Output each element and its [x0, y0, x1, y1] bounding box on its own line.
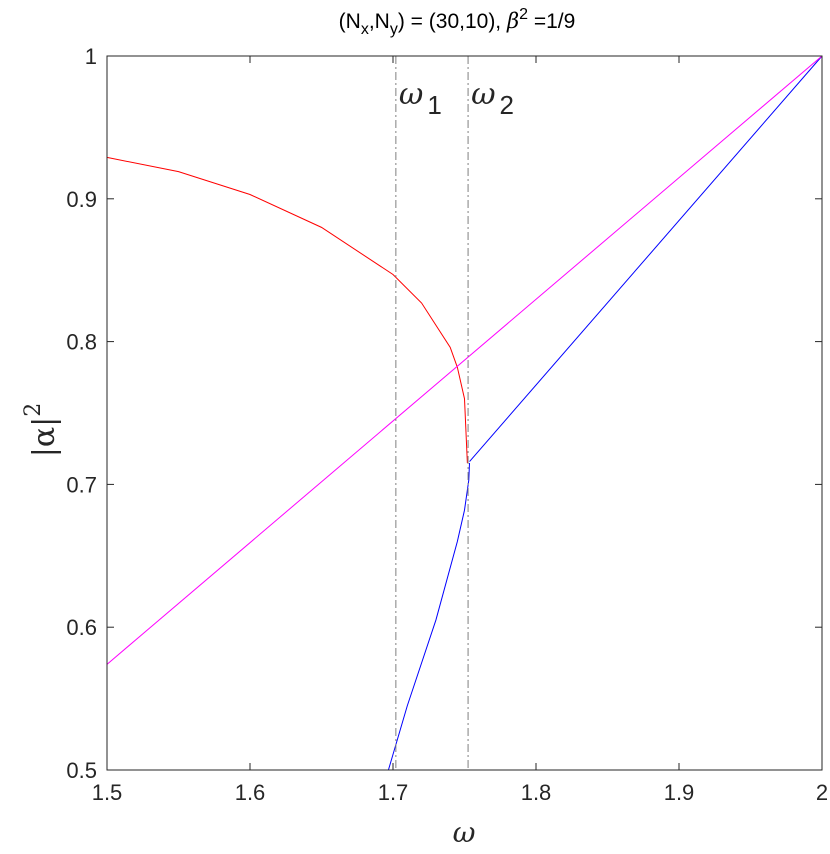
y-tick-label: 0.7 — [66, 472, 97, 497]
y-tick-label: 0.8 — [66, 330, 97, 355]
x-tick-label: 1.7 — [378, 780, 409, 805]
x-tick-label: 1.5 — [92, 780, 123, 805]
x-tick-label: 1.9 — [664, 780, 695, 805]
series-line-1 — [387, 462, 471, 771]
y-tick-label: 0.9 — [66, 187, 97, 212]
x-axis-ticks: 1.5 1.6 1.7 1.8 1.9 2 — [92, 56, 828, 805]
y-tick-label: 0.5 — [66, 758, 97, 783]
plot-lines — [106, 55, 823, 771]
series-line-0 — [106, 156, 468, 464]
y-axis-ticks: 0.5 0.6 0.7 0.8 0.9 1 — [66, 44, 822, 783]
y-tick-label: 0.6 — [66, 615, 97, 640]
series-line-3 — [106, 55, 823, 665]
y-tick-label: 1 — [85, 44, 97, 69]
chart-title: (Nx,Ny) = (30,10), β2 =1/9 — [339, 6, 576, 38]
y-axis-label: |α|2 — [21, 403, 62, 457]
plot-area-frame — [106, 55, 823, 771]
x-tick-label: 1.8 — [521, 780, 552, 805]
x-tick-label: 1.6 — [235, 780, 266, 805]
x-axis-label: ω — [453, 816, 476, 849]
series-line-2 — [469, 55, 823, 462]
x-tick-label: 2 — [816, 780, 828, 805]
